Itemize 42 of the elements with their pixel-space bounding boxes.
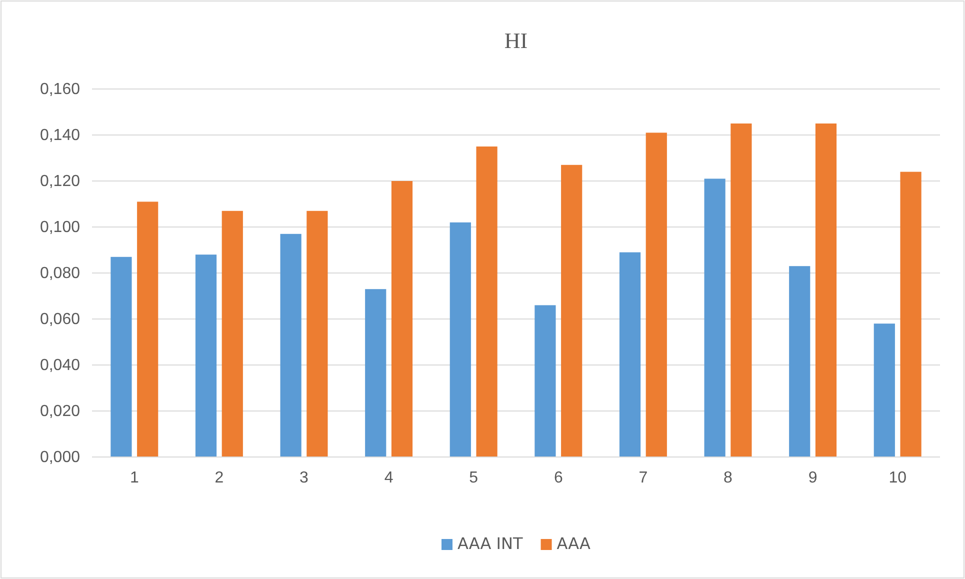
bar	[815, 124, 837, 457]
x-tick-label: 5	[469, 469, 478, 486]
x-tick-label: 7	[638, 469, 648, 486]
bar	[646, 132, 667, 457]
bar	[195, 254, 217, 457]
bar	[280, 234, 302, 457]
x-tick-label: 10	[888, 469, 907, 486]
y-tick-label: 0,140	[40, 127, 80, 144]
bar	[561, 164, 582, 457]
x-tick-label: 1	[130, 469, 139, 486]
y-tick-label: 0,040	[40, 357, 80, 374]
bar	[110, 256, 132, 457]
y-tick-label: 0,160	[40, 81, 80, 98]
bar	[137, 202, 158, 457]
bar	[619, 252, 641, 457]
bar	[450, 222, 471, 457]
bar	[306, 210, 328, 457]
x-tick-label: 4	[384, 469, 394, 486]
bar	[730, 124, 752, 457]
legend-label: AAA INT	[457, 534, 523, 553]
bar	[900, 172, 922, 457]
bar	[874, 324, 895, 457]
bar	[365, 289, 386, 457]
y-tick-label: 0,080	[40, 265, 80, 282]
x-tick-label: 2	[214, 469, 224, 486]
bar	[704, 178, 726, 457]
legend-label: AAA	[556, 534, 591, 553]
x-tick-label: 3	[300, 469, 309, 486]
y-tick-label: 0,020	[40, 403, 80, 420]
y-tick-label: 0,000	[40, 449, 80, 466]
chart-title: HI	[504, 28, 528, 53]
y-tick-label: 0,120	[40, 173, 80, 190]
y-tick-label: 0,100	[40, 219, 80, 236]
bar	[222, 210, 243, 457]
bar	[789, 266, 810, 457]
bar	[391, 181, 413, 457]
y-tick-label: 0,060	[40, 311, 80, 328]
x-tick-label: 8	[724, 469, 733, 486]
x-tick-label: 6	[554, 469, 563, 486]
bar	[534, 305, 556, 457]
x-tick-label: 9	[808, 469, 818, 486]
bar	[476, 146, 498, 457]
